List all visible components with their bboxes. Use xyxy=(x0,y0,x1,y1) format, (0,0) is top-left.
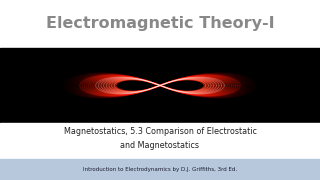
Text: Electromagnetic Theory-I: Electromagnetic Theory-I xyxy=(46,16,274,31)
Text: Introduction to Electrodynamics by D.J. Griffiths, 3rd Ed.: Introduction to Electrodynamics by D.J. … xyxy=(83,167,237,172)
Bar xyxy=(0,123,320,159)
Bar xyxy=(0,159,320,180)
Bar xyxy=(0,48,320,123)
Text: and Magnetostatics: and Magnetostatics xyxy=(121,141,199,150)
Text: Magnetostatics, 5.3 Comparison of Electrostatic: Magnetostatics, 5.3 Comparison of Electr… xyxy=(63,127,257,136)
Bar xyxy=(0,0,320,48)
